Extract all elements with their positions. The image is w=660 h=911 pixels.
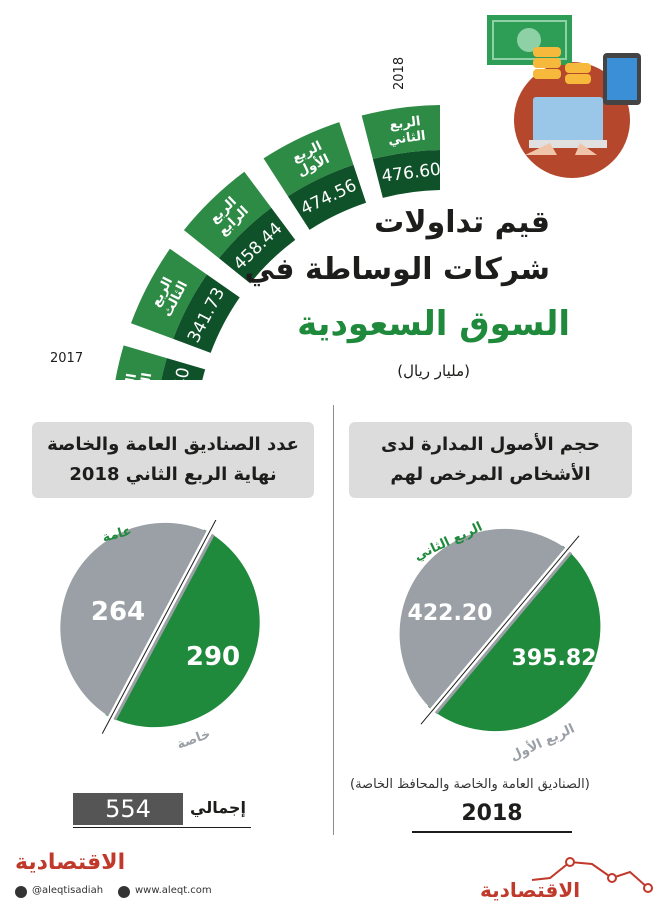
arc-bar bbox=[287, 164, 367, 230]
pie-value-label: 395.82 bbox=[512, 646, 597, 671]
assets-year-underline bbox=[412, 831, 572, 833]
arc-category-label: الربعالثاني bbox=[120, 369, 156, 380]
funds-count-pie: 264 290 عامة خاصة bbox=[60, 520, 260, 753]
pie-slice-0 bbox=[427, 545, 601, 732]
total-underline bbox=[73, 827, 251, 828]
pie-separator-line bbox=[420, 535, 580, 725]
funds-count-title-line2: نهاية الربع الثاني 2018 bbox=[69, 464, 277, 485]
year-label-end: 2018 bbox=[392, 57, 407, 90]
footer: الاقتصادية @aleqtisadiah www.aleqt.com ا… bbox=[0, 850, 660, 911]
pie-slice-1 bbox=[60, 522, 215, 721]
arc-label-segment bbox=[183, 171, 272, 259]
footer-brand-left: الاقتصادية bbox=[15, 850, 126, 875]
assets-title-box: حجم الأصول المدارة لدى الأشخاص المرخص له… bbox=[349, 422, 632, 498]
website-url: www.aleqt.com bbox=[135, 885, 212, 896]
pie-separator-line bbox=[101, 520, 217, 734]
twitter-icon bbox=[15, 886, 27, 898]
title-line-3: السوق السعودية bbox=[297, 304, 570, 344]
trading-illustration-icon bbox=[487, 15, 641, 178]
funds-count-title-line1: عدد الصناديق العامة والخاصة bbox=[47, 434, 299, 455]
pie-category-label: خاصة bbox=[175, 727, 213, 753]
arc-bar bbox=[218, 207, 296, 284]
pie-value-label: 264 bbox=[91, 597, 145, 627]
trading-arc-chart: الربعالثاني369.40الربعالثالث341.73الربعا… bbox=[50, 57, 440, 380]
year-label-start: 2017 bbox=[50, 351, 83, 366]
twitter-handle: @aleqtisadiah bbox=[32, 885, 104, 896]
arc-label-segment bbox=[115, 345, 167, 380]
unit-label: (مليار ريال) bbox=[397, 362, 470, 380]
arc-label-segment bbox=[131, 248, 207, 339]
pie-category-label: عامة bbox=[101, 524, 134, 546]
arc-label-segment bbox=[263, 122, 354, 197]
arc-bar bbox=[372, 150, 440, 198]
footer-brand-right: الاقتصادية bbox=[480, 878, 581, 902]
arc-category-label: الربعالثاني bbox=[385, 114, 426, 148]
arc-label-segment bbox=[361, 105, 440, 160]
pie-value-label: 422.20 bbox=[408, 601, 493, 626]
trend-line-icon bbox=[531, 857, 653, 893]
arc-bar bbox=[161, 358, 206, 380]
total-value: 554 bbox=[73, 793, 183, 825]
vertical-divider bbox=[333, 405, 334, 835]
funds-count-title-box: عدد الصناديق العامة والخاصة نهاية الربع … bbox=[32, 422, 314, 498]
arc-bar bbox=[173, 274, 240, 353]
pie-slice-1 bbox=[399, 528, 573, 715]
pie-slice-0 bbox=[105, 529, 260, 728]
total-label: إجمالي bbox=[190, 798, 246, 817]
assets-note: (الصناديق العامة والخاصة والمحافظ الخاصة… bbox=[350, 777, 590, 792]
assets-title-line1: حجم الأصول المدارة لدى bbox=[381, 434, 600, 455]
pie-value-label: 290 bbox=[186, 642, 240, 672]
globe-icon bbox=[118, 886, 130, 898]
title-line-2: شركات الوساطة في bbox=[244, 252, 550, 287]
bottom-section: عدد الصناديق العامة والخاصة نهاية الربع … bbox=[0, 395, 660, 850]
top-section: الربعالثاني369.40الربعالثالث341.73الربعا… bbox=[0, 0, 660, 395]
assets-year: 2018 bbox=[461, 801, 523, 826]
title-line-1: قيم تداولات bbox=[374, 205, 550, 240]
assets-title-line2: الأشخاص المرخص لهم bbox=[390, 464, 591, 485]
